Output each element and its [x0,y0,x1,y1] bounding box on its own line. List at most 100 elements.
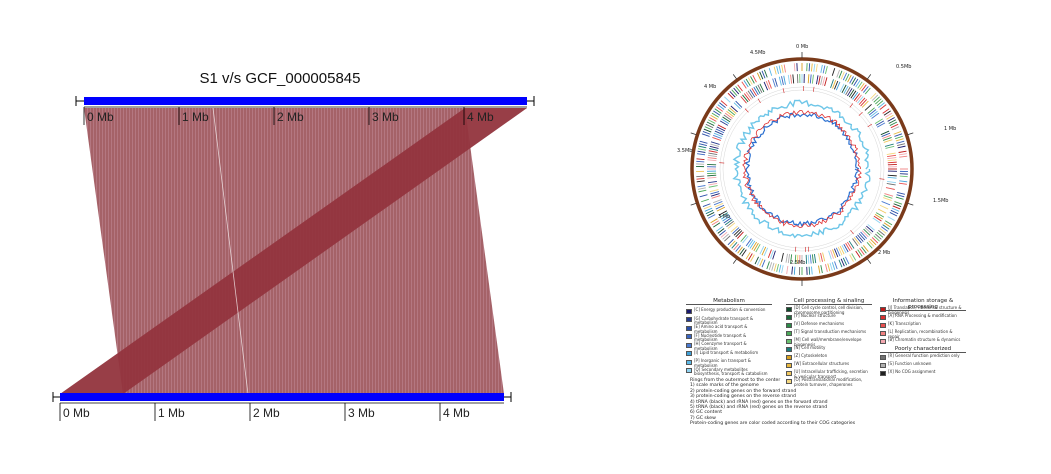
reverse-gene-mark [732,227,740,235]
reverse-gene-mark [707,176,717,179]
legend-swatch [880,354,886,360]
forward-gene-mark [741,81,747,89]
reverse-gene-mark [820,76,823,86]
top-tick-label: 2 Mb [277,110,304,124]
forward-gene-mark [747,253,753,261]
forward-gene-mark [836,69,841,78]
legend-item: [V] Defense mechanisms [786,321,870,328]
reverse-gene-mark [716,126,726,132]
forward-gene-mark [827,263,831,272]
reverse-gene-mark [886,152,896,155]
reverse-gene-mark [874,118,883,125]
reverse-gene-mark [724,219,733,226]
reverse-gene-mark [745,238,752,247]
legend-item: [Q] Secondary metabolites biosynthesis, … [686,367,770,377]
reverse-gene-mark [724,112,733,119]
forward-gene-mark [842,72,848,81]
forward-gene-mark [887,117,895,122]
reverse-gene-mark [835,247,841,257]
reverse-gene-mark [871,112,880,119]
legend-item: [I] Lipid transport & metabolism [686,350,770,356]
forward-gene-mark [885,220,893,226]
reverse-gene-mark [828,250,832,260]
forward-gene-mark [895,138,904,142]
forward-gene-mark [813,63,816,72]
rings-text-line: 2) protein-coding genes on the forward s… [690,388,797,394]
forward-gene-mark [781,64,784,73]
reverse-gene-mark [867,224,875,231]
reverse-gene-mark [709,145,719,149]
forward-gene-mark [697,187,706,190]
legend-item: [J] Translation, ribosomal structure & b… [880,305,964,315]
reverse-gene-mark [860,99,868,107]
forward-gene-mark [698,143,707,146]
reverse-gene-mark [778,76,782,86]
forward-gene-mark [871,237,879,244]
forward-gene-mark [719,102,726,108]
reverse-gene-mark [879,204,889,210]
reverse-gene-mark [790,74,793,84]
reverse-gene-mark [719,212,729,218]
reverse-gene-mark [866,225,874,233]
legend-label: [S] Function unknown [888,361,932,366]
forward-gene-mark [729,91,736,98]
scale-tick [907,132,914,136]
forward-gene-mark [892,205,901,210]
gc-content-track [732,99,871,239]
reverse-gene-mark [708,185,718,188]
reverse-gene-mark [710,141,720,145]
reverse-gene-mark [875,212,885,218]
forward-gene-mark [696,178,705,180]
bottom-tick-label: 2 Mb [253,406,280,420]
forward-gene-mark [822,65,826,74]
forward-gene-mark [697,185,706,188]
forward-gene-mark [831,68,836,76]
forward-gene-mark [699,140,708,144]
legend-swatch [686,325,692,331]
forward-gene-mark [737,84,743,92]
forward-gene-mark [773,66,777,75]
reverse-gene-mark [884,143,894,147]
reverse-gene-mark [832,80,837,89]
legend-heading-information: Information storage & processing [880,298,966,311]
legend-swatch [686,317,692,322]
reverse-gene-mark [855,235,862,244]
rrna-mark [782,88,785,94]
forward-gene-mark [842,257,848,266]
forward-gene-mark [859,248,865,256]
forward-gene-mark [720,231,728,238]
forward-gene-mark [710,218,718,224]
rings-text-line: 1) scale marks of the genome [690,383,759,389]
forward-gene-mark [768,68,773,76]
scale-tick [907,202,914,206]
reverse-gene-mark [715,128,725,134]
reverse-gene-mark [751,88,758,97]
forward-gene-mark [890,209,899,215]
forward-gene-mark [898,150,907,153]
forward-gene-mark [783,64,786,73]
forward-gene-mark [870,238,877,246]
forward-gene-mark [818,265,821,274]
reverse-gene-mark [763,247,769,257]
bottom-genome-bar [60,393,504,401]
reverse-gene-mark [763,81,769,91]
forward-gene-mark [759,71,764,80]
reverse-gene-mark [863,228,871,236]
legend-swatch [786,306,792,312]
reverse-gene-mark [759,83,765,93]
legend-label: [L] Replication, recombination & repair [888,329,953,339]
forward-gene-mark [849,76,854,84]
reverse-gene-mark [759,245,765,255]
legend-swatch [786,362,792,368]
reverse-gene-mark [710,143,720,147]
forward-gene-mark [724,235,731,242]
forward-gene-mark [879,228,887,234]
scale-ring [690,57,914,281]
legend-swatch [786,378,792,384]
bottom-axis-ticks [59,403,441,421]
forward-gene-mark [899,175,908,178]
reverse-gene-mark [753,242,759,252]
forward-gene-mark [808,266,811,275]
reverse-gene-mark [809,74,812,84]
reverse-gene-mark [881,201,891,206]
